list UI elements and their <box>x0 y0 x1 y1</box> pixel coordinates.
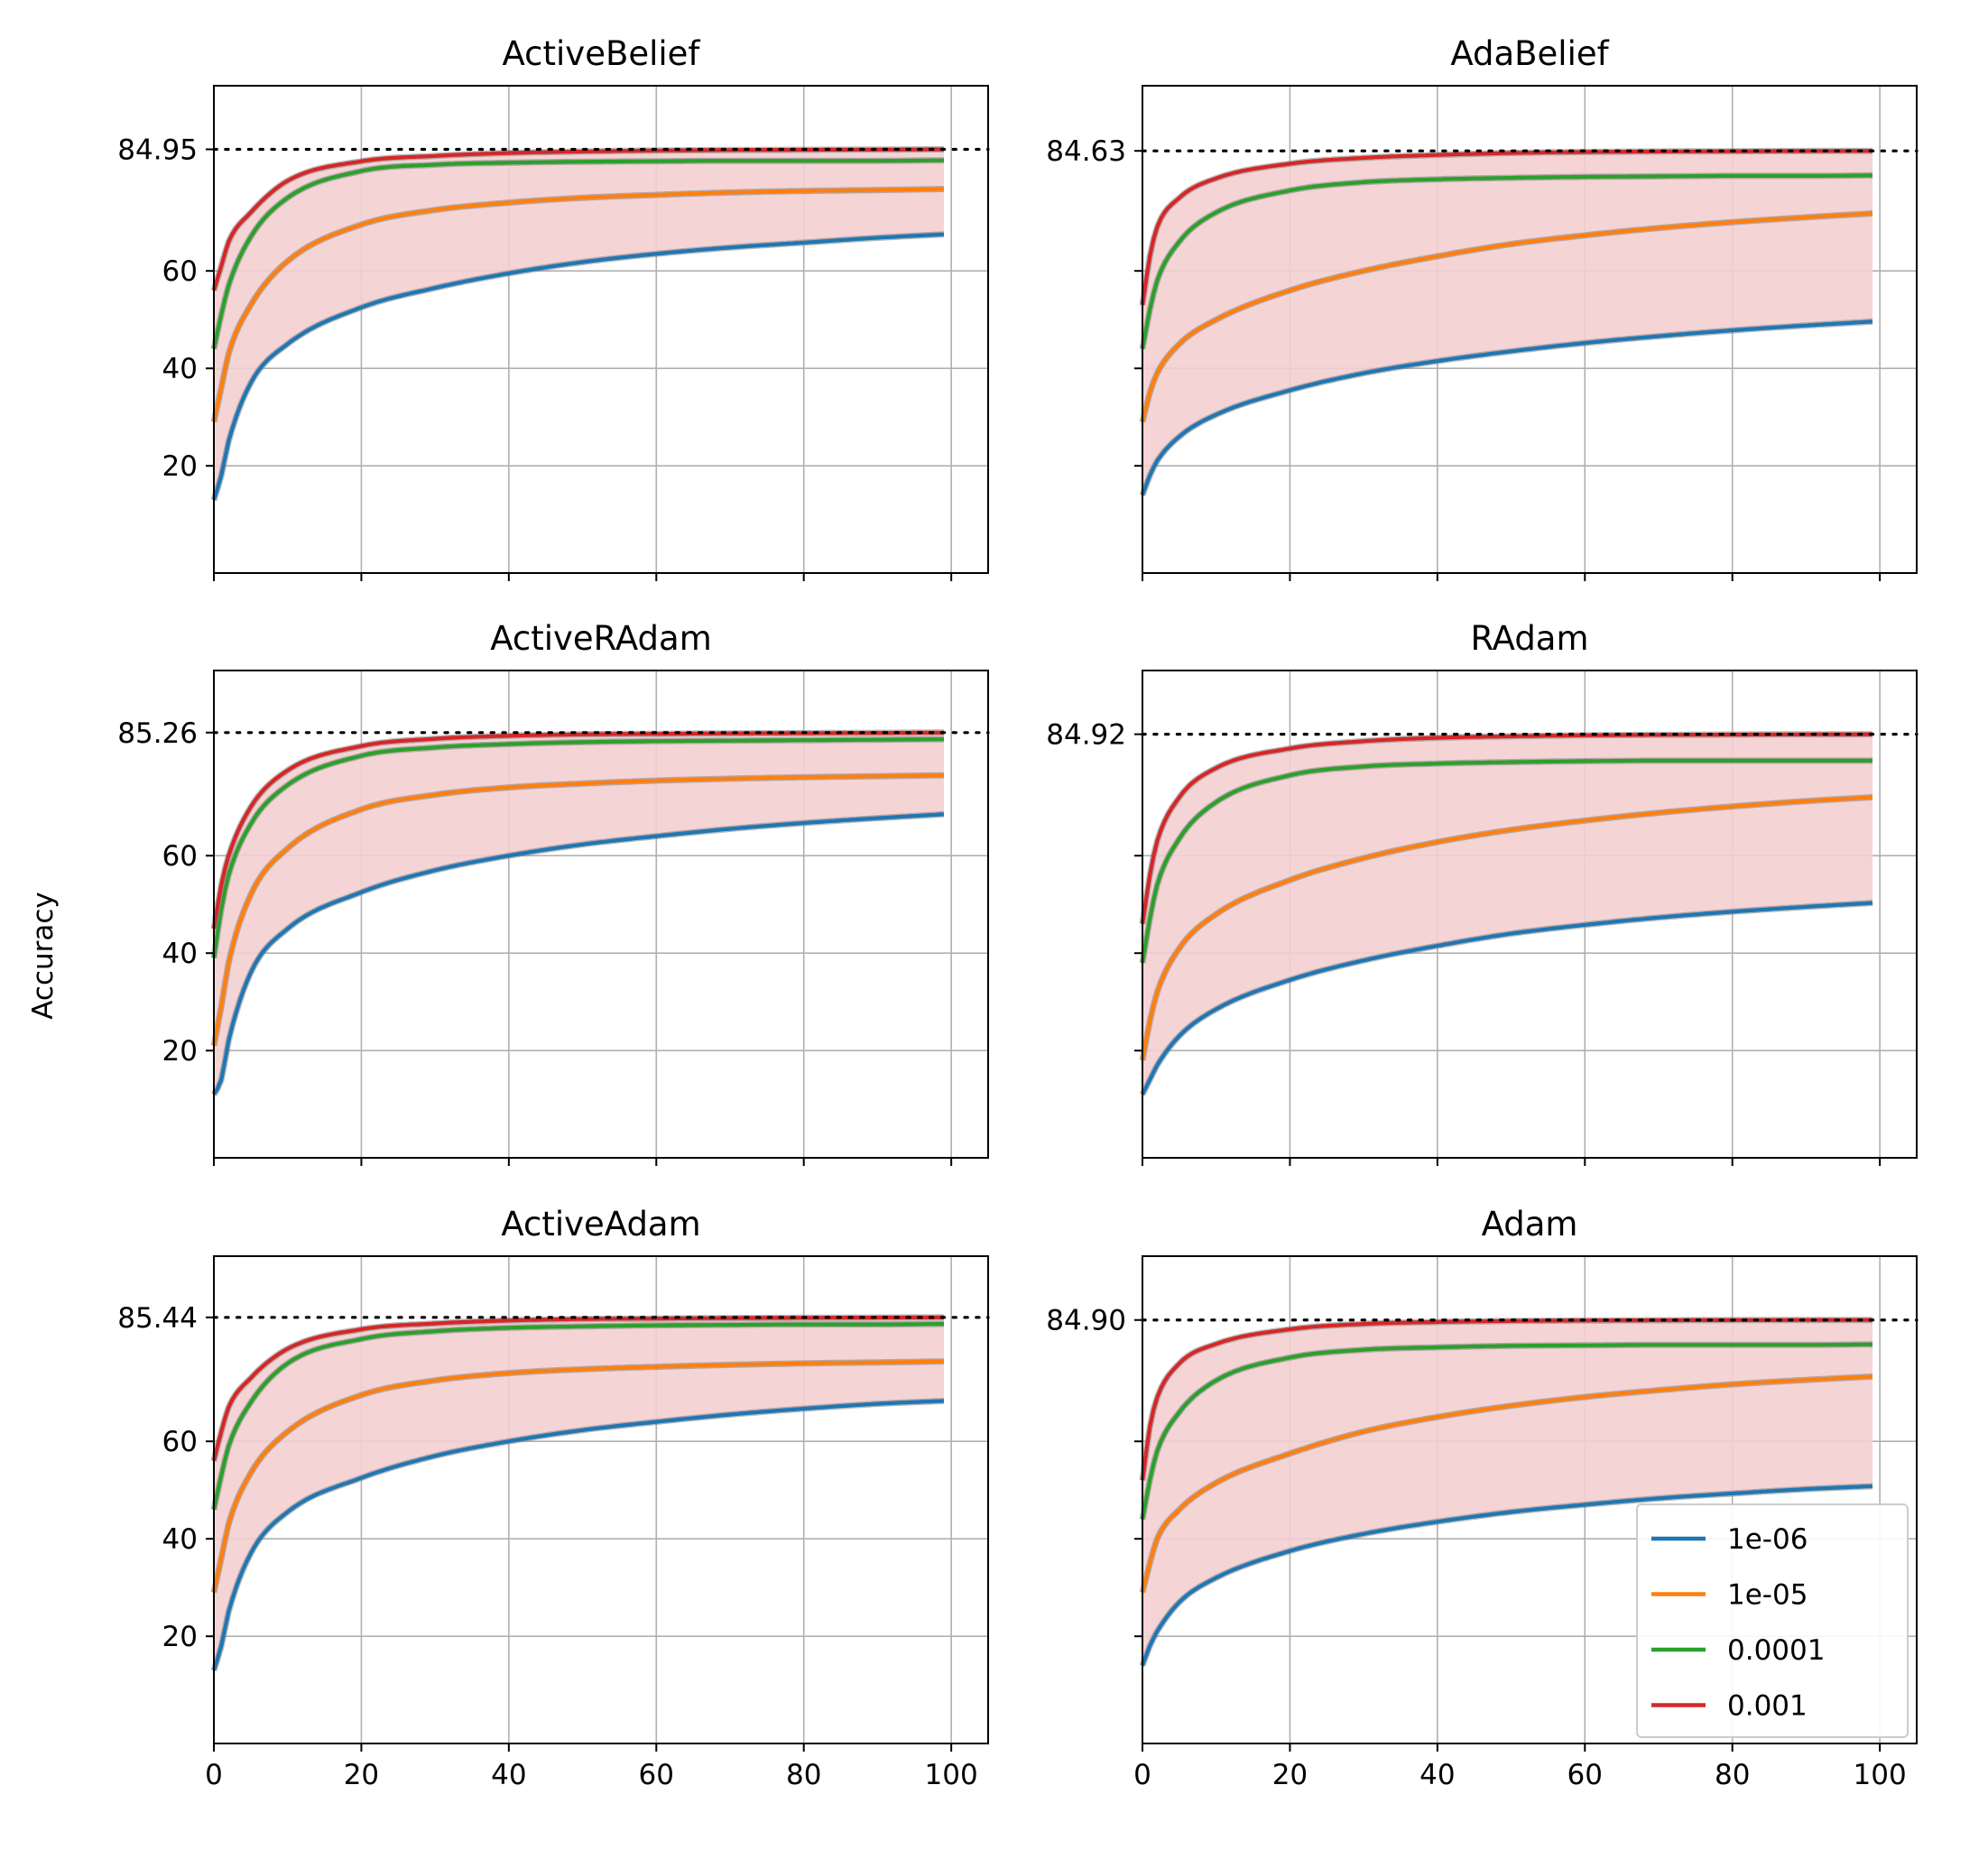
y-tick-label: 20 <box>162 450 198 483</box>
axes-frame <box>1142 85 1918 574</box>
x-tick-label: 40 <box>1419 1759 1455 1791</box>
x-tick-label: 0 <box>205 1759 223 1791</box>
x-tick-label: 0 <box>1133 1759 1151 1791</box>
panel-title: ActiveRAdam <box>490 619 712 658</box>
best-value-label: 85.26 <box>117 717 198 750</box>
spread-band <box>214 1317 944 1670</box>
best-value-label: 84.95 <box>117 134 198 166</box>
best-value-label: 84.90 <box>1046 1305 1126 1337</box>
series-line-0.001 <box>1140 149 1872 306</box>
series-line-1e-06 <box>1141 901 1873 1096</box>
panel-activeradam: 20 40 60 85.26 ActiveRAdam <box>117 619 990 1166</box>
series-line-1e-06 <box>212 812 945 1096</box>
series-line-0.0001 <box>1140 758 1872 964</box>
panel-title: Adam <box>1482 1205 1578 1244</box>
spread-band <box>1142 1319 1872 1666</box>
x-tick-label: 20 <box>344 1759 379 1791</box>
panel-title: AdaBelief <box>1450 34 1609 73</box>
series-line-1e-05 <box>211 1359 945 1594</box>
y-axis-label: Accuracy <box>27 892 60 1020</box>
panel-activebelief: 20 40 60 84.95 ActiveBelief <box>117 34 990 581</box>
y-tick-label: 40 <box>162 353 198 385</box>
series-line-1e-05 <box>211 773 945 1047</box>
best-value-label: 84.92 <box>1046 719 1126 752</box>
series-line-0.0001 <box>211 1322 944 1511</box>
legend-label-0.001: 0.001 <box>1727 1690 1808 1723</box>
panel-adam: 0 20 40 60 80 100 84.90 Adam 1e-06 1e-05 0.0001 0.0… <box>1046 1205 1919 1791</box>
x-tick-label: 60 <box>1567 1759 1603 1791</box>
series-line-1e-06 <box>212 232 945 501</box>
y-tick-label: 60 <box>162 1426 198 1458</box>
series-line-1e-06 <box>212 1399 945 1671</box>
x-tick-label: 100 <box>925 1759 978 1791</box>
series-line-0.001 <box>1140 1318 1872 1481</box>
panel-activeadam: 0 20 40 60 80 100 20 40 60 85.44 ActiveAdam <box>117 1205 990 1791</box>
spread-band <box>1142 734 1872 1095</box>
series-line-1e-06 <box>1141 319 1873 496</box>
panel-adabelief: 84.63 AdaBelief <box>1046 34 1919 581</box>
series-line-1e-05 <box>1140 1374 1873 1594</box>
axes-frame <box>213 85 989 574</box>
panel-title: ActiveBelief <box>503 34 701 73</box>
x-tick-label: 60 <box>639 1759 674 1791</box>
y-tick-label: 20 <box>162 1621 198 1653</box>
x-tick-label: 40 <box>491 1759 526 1791</box>
series-line-1e-05 <box>1140 211 1873 423</box>
x-tick-label: 100 <box>1854 1759 1907 1791</box>
y-tick-label: 60 <box>162 255 198 288</box>
axes-frame <box>213 1255 989 1744</box>
series-line-0.001 <box>211 147 944 291</box>
x-tick-label: 80 <box>1715 1759 1750 1791</box>
y-tick-label: 40 <box>162 1523 198 1556</box>
series-line-1e-05 <box>1140 795 1873 1061</box>
y-tick-label: 20 <box>162 1035 198 1068</box>
legend-box <box>1636 1503 1909 1738</box>
panel-title: RAdam <box>1470 619 1588 658</box>
spread-band <box>1142 151 1872 495</box>
axes-frame <box>1142 670 1918 1159</box>
series-line-1e-05 <box>211 187 944 423</box>
panel-radam: 84.92 RAdam <box>1046 619 1919 1166</box>
y-tick-label: 40 <box>162 938 198 970</box>
series-line-0.0001 <box>1140 1342 1873 1520</box>
series-line-0.0001 <box>211 158 945 350</box>
series-line-1e-06 <box>1141 1484 1873 1667</box>
legend-label-1e-06: 1e-06 <box>1727 1523 1808 1556</box>
series-line-0.001 <box>211 1315 944 1462</box>
x-tick-label: 20 <box>1272 1759 1308 1791</box>
legend: 1e-06 1e-05 0.0001 0.001 <box>1636 1503 1909 1738</box>
spread-band <box>214 149 944 500</box>
y-tick-label: 60 <box>162 840 198 873</box>
legend-label-0.0001: 0.0001 <box>1727 1634 1825 1667</box>
series-line-0.0001 <box>211 737 945 958</box>
series-line-0.001 <box>1140 732 1872 925</box>
best-value-label: 85.44 <box>117 1302 198 1335</box>
panel-title: ActiveAdam <box>501 1205 700 1244</box>
best-value-label: 84.63 <box>1046 135 1126 168</box>
axes-frame <box>1142 1255 1918 1744</box>
series-line-0.001 <box>211 730 944 930</box>
series-line-0.0001 <box>1140 173 1872 349</box>
axes-frame <box>213 670 989 1159</box>
x-tick-label: 80 <box>786 1759 821 1791</box>
legend-label-1e-05: 1e-05 <box>1727 1579 1808 1612</box>
